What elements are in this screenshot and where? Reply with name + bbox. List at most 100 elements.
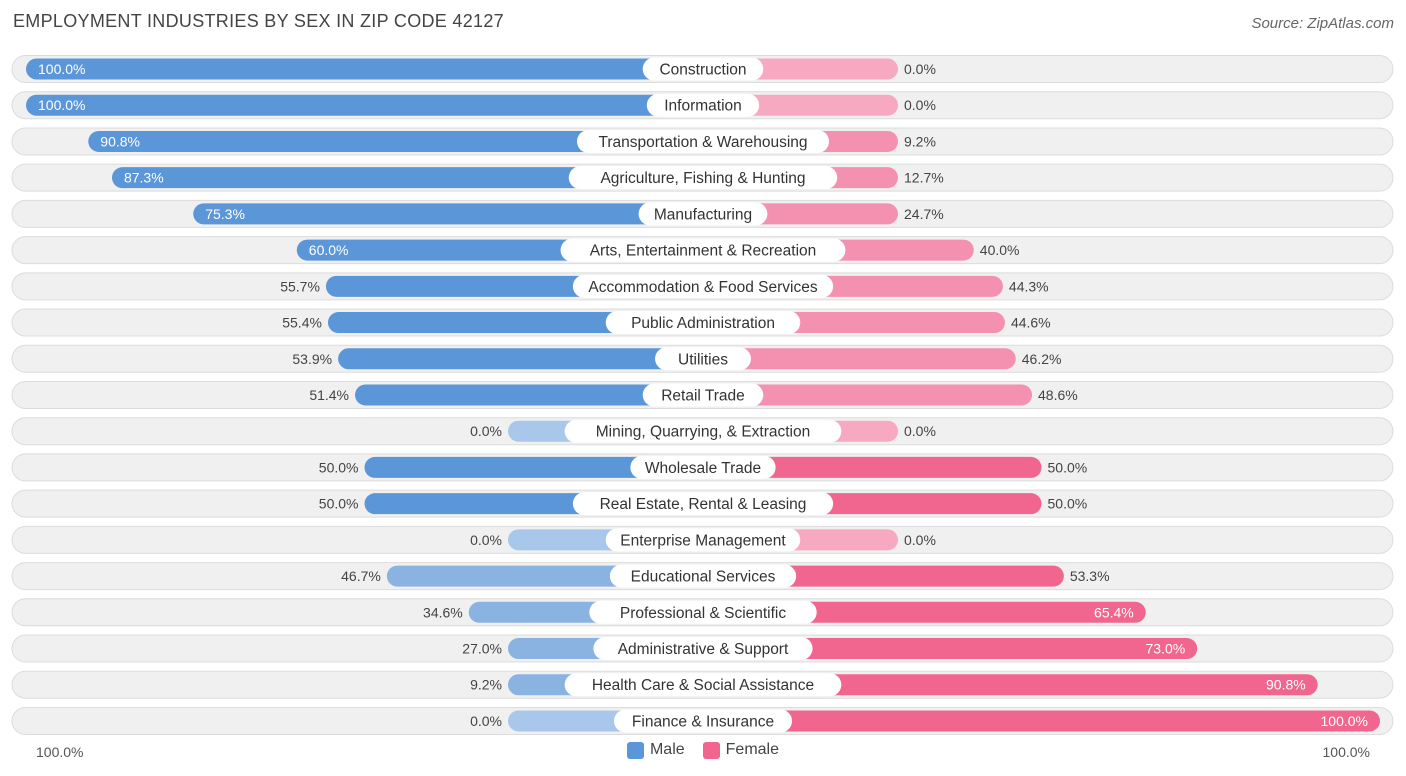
male-value-label: 55.4% <box>282 315 322 331</box>
chart-row: 9.2% 90.8% Health Care & Social Assistance <box>11 670 1394 699</box>
female-value-label: 100.0% <box>1321 713 1368 729</box>
category-label: Information <box>664 98 742 115</box>
category-label-pill <box>638 202 768 226</box>
chart-row: 55.7% 44.3% Accommodation & Food Services <box>11 272 1394 301</box>
bar-male <box>88 130 703 152</box>
category-label-pill <box>613 709 793 733</box>
category-label: Mining, Quarrying, & Extraction <box>596 424 811 441</box>
chart-row: 50.0% 50.0% Wholesale Trade <box>11 453 1394 482</box>
male-value-label: 9.2% <box>470 677 502 693</box>
category-label-pill <box>593 637 813 661</box>
male-value-label: 75.3% <box>205 206 245 222</box>
category-label: Arts, Entertainment & Recreation <box>590 243 817 260</box>
axis-right-label: 100.0% <box>1322 744 1370 760</box>
male-value-label: 0.0% <box>470 423 502 439</box>
category-label: Accommodation & Food Services <box>588 279 817 296</box>
male-value-label: 100.0% <box>38 97 85 113</box>
male-value-label: 34.6% <box>423 604 463 620</box>
female-value-label: 44.3% <box>1009 278 1049 294</box>
chart-row: 0.0% 0.0% Mining, Quarrying, & Extraction <box>11 417 1394 446</box>
female-value-label: 48.6% <box>1038 387 1078 403</box>
bar-female <box>703 384 1033 406</box>
female-value-label: 0.0% <box>904 532 936 548</box>
category-label-pill <box>572 274 834 298</box>
bar-male <box>364 456 703 478</box>
category-label-pill <box>589 600 817 624</box>
category-label: Administrative & Support <box>618 641 789 658</box>
bar-male <box>193 203 703 225</box>
chart-row: 55.4% 44.6% Public Administration <box>11 308 1394 337</box>
chart-row: 100.0% 0.0% Construction <box>11 55 1394 83</box>
category-label: Public Administration <box>631 315 775 332</box>
female-value-label: 73.0% <box>1146 641 1186 657</box>
female-value-label: 0.0% <box>904 423 936 439</box>
chart-row: 50.0% 50.0% Real Estate, Rental & Leasing <box>11 489 1394 518</box>
category-label: Wholesale Trade <box>645 460 761 477</box>
chart-title: EMPLOYMENT INDUSTRIES BY SEX IN ZIP CODE… <box>13 11 504 31</box>
female-value-label: 65.4% <box>1094 604 1134 620</box>
category-label: Manufacturing <box>654 206 752 223</box>
chart-row: 53.9% 46.2% Utilities <box>11 344 1394 373</box>
female-value-label: 0.0% <box>904 97 936 113</box>
bar-male <box>26 94 703 116</box>
male-value-label: 87.3% <box>124 170 164 186</box>
category-label-pill <box>576 129 830 153</box>
source-credit: Source: ZipAtlas.com <box>1251 15 1394 32</box>
male-value-label: 50.0% <box>319 459 359 475</box>
female-value-label: 44.6% <box>1011 315 1051 331</box>
legend: Male Female <box>0 741 1406 759</box>
category-label-pill <box>564 419 842 443</box>
male-value-label: 60.0% <box>309 242 349 258</box>
category-label-pill <box>605 311 801 335</box>
category-label-pill <box>642 57 764 81</box>
male-value-label: 90.8% <box>100 133 140 149</box>
legend-swatch-male <box>626 741 644 759</box>
male-value-label: 51.4% <box>309 387 349 403</box>
category-label: Professional & Scientific <box>620 605 787 622</box>
category-label-pill <box>564 673 842 697</box>
category-label-pill <box>646 93 760 117</box>
bar-male <box>26 58 703 80</box>
axis-left-label: 100.0% <box>36 744 84 760</box>
male-value-label: 53.9% <box>292 351 332 367</box>
category-label-pill <box>605 528 801 552</box>
chart-row: 60.0% 40.0% Arts, Entertainment & Recreati… <box>11 236 1394 265</box>
legend-item-female[interactable]: Female <box>702 741 780 759</box>
category-label: Construction <box>659 62 746 79</box>
chart-row: 90.8% 9.2% Transportation & Warehousing <box>11 127 1394 156</box>
category-label: Agriculture, Fishing & Hunting <box>600 170 805 187</box>
bar-female <box>703 710 1380 732</box>
category-label-pill <box>642 383 764 407</box>
female-value-label: 9.2% <box>904 133 936 149</box>
legend-swatch-female <box>702 741 720 759</box>
bar-female <box>703 456 1042 478</box>
category-label: Utilities <box>678 351 728 368</box>
male-value-label: 0.0% <box>470 532 502 548</box>
category-label: Health Care & Social Assistance <box>592 677 814 694</box>
bar-male <box>111 167 703 189</box>
category-label-pill <box>630 455 776 479</box>
female-value-label: 53.3% <box>1070 568 1110 584</box>
category-label: Educational Services <box>631 569 776 586</box>
chart-row: 46.7% 53.3% Educational Services <box>11 562 1394 591</box>
male-value-label: 0.0% <box>470 713 502 729</box>
category-label-pill <box>609 564 797 588</box>
legend-label-female: Female <box>725 741 780 758</box>
chart-row: 87.3% 12.7% Agriculture, Fishing & Hunting <box>11 163 1394 192</box>
legend-item-male[interactable]: Male <box>626 741 685 759</box>
chart-row: 51.4% 48.6% Retail Trade <box>11 380 1394 409</box>
category-label: Real Estate, Rental & Leasing <box>600 496 807 513</box>
bar-male <box>338 348 703 370</box>
male-value-label: 100.0% <box>38 61 85 77</box>
female-value-label: 46.2% <box>1022 351 1062 367</box>
category-label: Transportation & Warehousing <box>598 134 807 151</box>
chart-row: 100.0% 0.0% Information <box>11 91 1394 120</box>
male-value-label: 27.0% <box>462 641 502 657</box>
male-value-label: 46.7% <box>341 568 381 584</box>
female-value-label: 24.7% <box>904 206 944 222</box>
female-value-label: 90.8% <box>1266 677 1306 693</box>
female-value-label: 12.7% <box>904 170 944 186</box>
category-label: Finance & Insurance <box>632 713 774 730</box>
